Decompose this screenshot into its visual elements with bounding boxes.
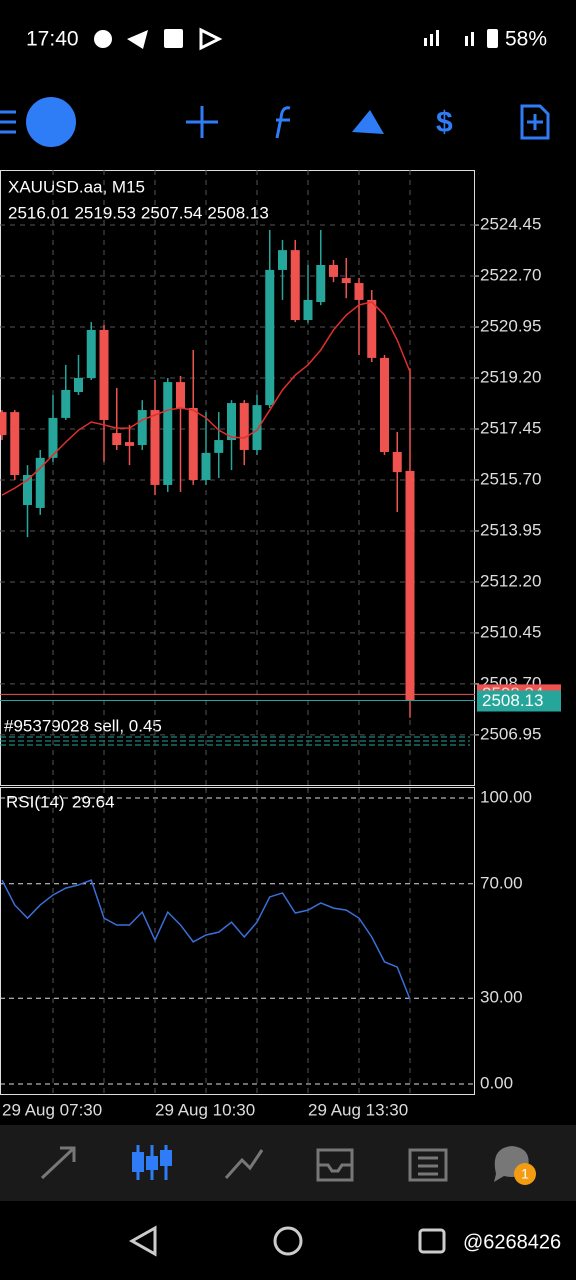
status-battery: 58% [505, 28, 547, 51]
candle-body [0, 412, 7, 436]
rsi-tick-label: 30.00 [480, 988, 523, 1007]
candle-body [354, 283, 364, 300]
watermark: @6268426 [463, 1231, 561, 1253]
rsi-tick-label: 100.00 [480, 787, 532, 806]
candle-body [367, 299, 377, 358]
y-tick-label: 2519.20 [480, 367, 541, 386]
rsi-frame [0, 787, 475, 1095]
candle-body [23, 475, 32, 506]
candle-body [163, 382, 173, 485]
candle-body [227, 403, 236, 441]
tabs [40, 1145, 536, 1185]
x-tick-label: 29 Aug 10:30 [155, 1100, 255, 1119]
menu-button[interactable] [0, 110, 16, 134]
ohlc-value: 2508.13 [207, 203, 268, 222]
x-tick-label: 29 Aug 13:30 [308, 1100, 408, 1119]
candle-body [48, 417, 58, 458]
order-label: #95379028 sell, 0.45 [4, 716, 162, 735]
candle-body [150, 410, 160, 485]
candle-body [137, 410, 147, 446]
candle-body [265, 269, 275, 406]
ohlc-value: 2516.01 [8, 203, 69, 222]
news-tab[interactable] [408, 1148, 448, 1182]
y-tick-label: 2513.95 [480, 520, 541, 539]
candle-body [316, 264, 326, 302]
candle-body [61, 389, 71, 418]
candle-body [341, 278, 351, 284]
crosshair-button[interactable] [186, 106, 218, 138]
status-icons [94, 27, 498, 51]
candle-body [112, 433, 122, 446]
badge [514, 1163, 536, 1185]
order-lines [0, 736, 470, 746]
objects-button[interactable] [352, 110, 384, 134]
rsi-tick-label: 70.00 [480, 873, 523, 892]
symbol-label: XAUUSD.aa, M15 [8, 177, 145, 196]
recents-button[interactable] [418, 1228, 446, 1254]
y-tick-label: 2520.95 [480, 317, 541, 336]
candle-body [188, 408, 198, 480]
candle-body [99, 329, 109, 420]
symbol-button[interactable]: $ [436, 106, 453, 139]
candle-body [303, 299, 313, 321]
candle-body [278, 250, 287, 270]
candle-body [239, 403, 249, 450]
candle-body [329, 264, 338, 277]
chart-frame [0, 170, 475, 786]
y-tick-label: 2510.45 [480, 622, 541, 641]
tab-bar [0, 1125, 576, 1201]
y-tick-label: 2512.20 [480, 571, 541, 590]
candle-body [201, 452, 211, 480]
system-nav [128, 1225, 446, 1257]
y-tick-label: 2522.70 [480, 266, 541, 285]
app-logo[interactable] [26, 97, 76, 147]
home-button[interactable] [273, 1226, 303, 1256]
badge-count: 1 [521, 1166, 529, 1182]
y-tick-label: 2517.45 [480, 418, 541, 437]
back-button[interactable] [128, 1225, 157, 1257]
bid-label: 2508.13 [482, 691, 543, 710]
candle-body [214, 440, 224, 453]
y-tick-label: 2515.70 [480, 469, 541, 488]
indicators-button[interactable] [275, 106, 291, 139]
candle-body [380, 357, 389, 453]
ohlc-value: 2519.53 [74, 203, 135, 222]
candle-body [10, 412, 20, 476]
x-tick-label: 29 Aug 07:30 [2, 1100, 102, 1119]
candle-body [74, 378, 83, 392]
rsi-current: 29.64 [72, 792, 115, 811]
trade-tab[interactable] [224, 1149, 264, 1179]
bid-box [477, 690, 561, 712]
quotes-tab[interactable] [40, 1146, 76, 1180]
rsi-tick-label: 0.00 [480, 1073, 513, 1092]
rsi-title: RSI(14) [6, 792, 65, 811]
y-tick-label: 2506.95 [480, 724, 541, 743]
moving-average [1, 301, 411, 496]
candle-body [252, 405, 262, 450]
rsi-line [1, 879, 411, 1000]
candle-body [176, 382, 185, 409]
status-time: 17:40 [26, 28, 79, 51]
candle-body [405, 470, 415, 701]
candle-body [392, 452, 402, 473]
candle-body [86, 329, 96, 379]
candle-body [290, 250, 300, 321]
candle-body [125, 442, 134, 446]
ohlc-value: 2507.54 [141, 203, 202, 222]
template-button[interactable] [520, 104, 550, 140]
y-tick-label: 2524.45 [480, 215, 541, 234]
history-tab[interactable] [316, 1148, 354, 1182]
candle-body [35, 457, 45, 508]
toolbar: $ [0, 97, 550, 147]
